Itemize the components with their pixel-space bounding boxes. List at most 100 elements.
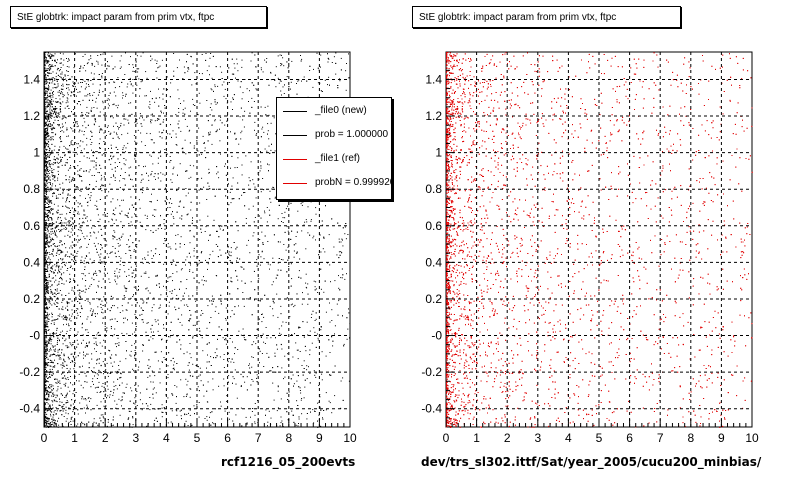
scatter-point [46, 371, 48, 372]
scatter-point [201, 73, 203, 75]
scatter-point [44, 249, 45, 251]
scatter-point [273, 117, 275, 119]
scatter-point [114, 162, 116, 164]
scatter-point [44, 232, 45, 234]
scatter-point [132, 296, 134, 297]
scatter-point [251, 52, 253, 54]
scatter-point [88, 287, 90, 289]
scatter-point [61, 73, 63, 75]
scatter-point [59, 91, 61, 93]
scatter-point [69, 247, 71, 249]
scatter-point [66, 418, 68, 420]
scatter-point [233, 63, 235, 65]
scatter-point [44, 360, 46, 362]
scatter-point [207, 381, 209, 383]
scatter-point [176, 189, 178, 191]
scatter-point [229, 418, 230, 420]
scatter-point [268, 164, 270, 166]
scatter-point [219, 228, 221, 230]
scatter-point [123, 317, 125, 319]
scatter-point [268, 410, 270, 412]
scatter-point [46, 337, 48, 339]
scatter-point [287, 353, 289, 355]
scatter-point [73, 223, 74, 225]
scatter-point [48, 223, 50, 224]
scatter-point [104, 363, 106, 365]
scatter-point [216, 129, 218, 131]
scatter-point [128, 102, 130, 104]
scatter-point [189, 242, 191, 244]
scatter-point [55, 133, 57, 135]
scatter-point [305, 350, 307, 352]
scatter-point [125, 309, 127, 311]
scatter-point [62, 80, 64, 82]
scatter-point [183, 304, 185, 306]
scatter-point [322, 418, 324, 420]
scatter-point [99, 342, 101, 344]
scatter-point [46, 198, 48, 200]
scatter-point [147, 364, 149, 366]
scatter-point [331, 62, 333, 63]
scatter-point [44, 117, 46, 119]
scatter-point [61, 85, 63, 87]
scatter-point [134, 397, 136, 399]
scatter-point [46, 426, 48, 428]
scatter-point [300, 203, 302, 205]
scatter-point [45, 190, 47, 192]
scatter-point [50, 72, 52, 74]
scatter-point [57, 380, 59, 382]
scatter-point [206, 70, 208, 72]
scatter-point [67, 94, 69, 96]
scatter-point [112, 394, 114, 396]
scatter-point [112, 236, 114, 238]
scatter-point [107, 372, 109, 374]
scatter-point [131, 390, 133, 392]
scatter-point [102, 312, 104, 314]
scatter-point [113, 334, 115, 336]
scatter-point [196, 321, 198, 322]
scatter-point [209, 412, 211, 414]
scatter-point [46, 340, 48, 342]
scatter-point [53, 419, 55, 421]
scatter-point [160, 172, 162, 174]
scatter-point [283, 65, 285, 67]
scatter-point [329, 402, 331, 404]
scatter-point [124, 271, 126, 273]
scatter-point [200, 231, 202, 233]
scatter-point [150, 381, 152, 383]
scatter-point [148, 179, 150, 181]
scatter-point [52, 404, 53, 406]
scatter-point [44, 260, 45, 262]
scatter-point [68, 207, 70, 209]
scatter-point [317, 292, 319, 293]
scatter-point [189, 270, 191, 272]
scatter-point [120, 66, 122, 68]
scatter-point [103, 405, 105, 407]
scatter-point [199, 202, 201, 204]
scatter-point [172, 334, 174, 336]
scatter-point [212, 250, 214, 252]
scatter-point [118, 365, 120, 366]
scatter-point [95, 101, 97, 103]
scatter-point [44, 177, 46, 179]
scatter-point [274, 197, 276, 199]
scatter-point [96, 60, 98, 62]
scatter-point [45, 224, 47, 226]
scatter-point [69, 281, 70, 283]
scatter-point [54, 422, 56, 424]
scatter-point [113, 223, 115, 224]
scatter-point [307, 303, 309, 305]
scatter-point [58, 381, 60, 383]
scatter-point [123, 322, 125, 324]
scatter-point [45, 242, 47, 243]
scatter-point [221, 298, 223, 300]
scatter-point [44, 92, 45, 94]
scatter-point [254, 271, 255, 272]
scatter-point [82, 339, 84, 341]
scatter-point [216, 130, 218, 132]
scatter-point [319, 406, 321, 408]
scatter-point [195, 83, 197, 85]
scatter-point [104, 325, 106, 327]
scatter-point [150, 230, 152, 232]
scatter-point [161, 137, 163, 139]
